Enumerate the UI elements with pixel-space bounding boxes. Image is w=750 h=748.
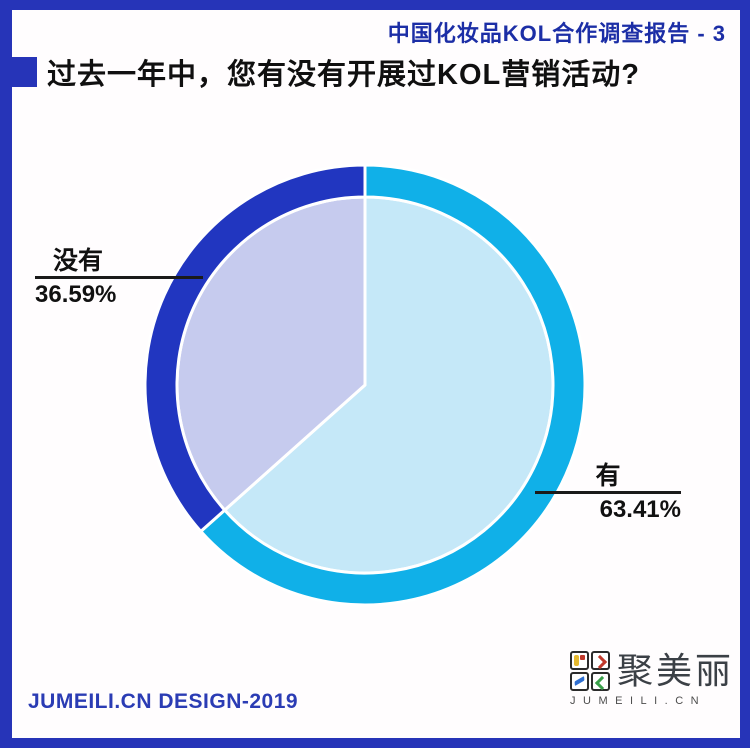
page-title: 过去一年中，您有没有开展过KOL营销活动? [47, 59, 640, 91]
frame-border-right [740, 0, 750, 748]
callout-yes-label: 有 [595, 462, 621, 490]
callout-no: 没有 36.59% [35, 246, 203, 308]
logo-domain: JUMEILI.CN [570, 695, 707, 707]
jumeili-logo-icon [570, 651, 610, 691]
callout-no-leader-line [35, 276, 203, 279]
callout-no-value: 36.59% [35, 281, 117, 308]
title-marker-square [0, 57, 37, 87]
logo-cell-red-chevron-icon [591, 651, 610, 670]
frame-border-top [0, 0, 750, 10]
pie-ring-0 [199, 163, 587, 607]
report-series-title: 中国化妆品KOL合作调查报告 - 3 [387, 21, 726, 46]
logo-cell-yellow-bar-icon [570, 651, 589, 670]
frame-border-bottom [0, 738, 750, 748]
callout-no-label: 没有 [53, 247, 104, 275]
callout-yes: 有 63.41% [535, 461, 681, 523]
logo-cell-green-chevron-icon [591, 672, 610, 691]
design-credit: JUMEILI.CN DESIGN-2019 [28, 690, 299, 713]
pie-ring-1 [143, 163, 367, 533]
callout-yes-value: 63.41% [599, 496, 681, 523]
logo-cell-blue-slash-icon [570, 672, 589, 691]
logo-name: 聚美丽 [617, 650, 735, 691]
jumeili-logo: 聚美丽 JUMEILI.CN [570, 650, 746, 707]
callout-yes-leader-line [535, 491, 681, 494]
frame-border-left [0, 0, 12, 748]
